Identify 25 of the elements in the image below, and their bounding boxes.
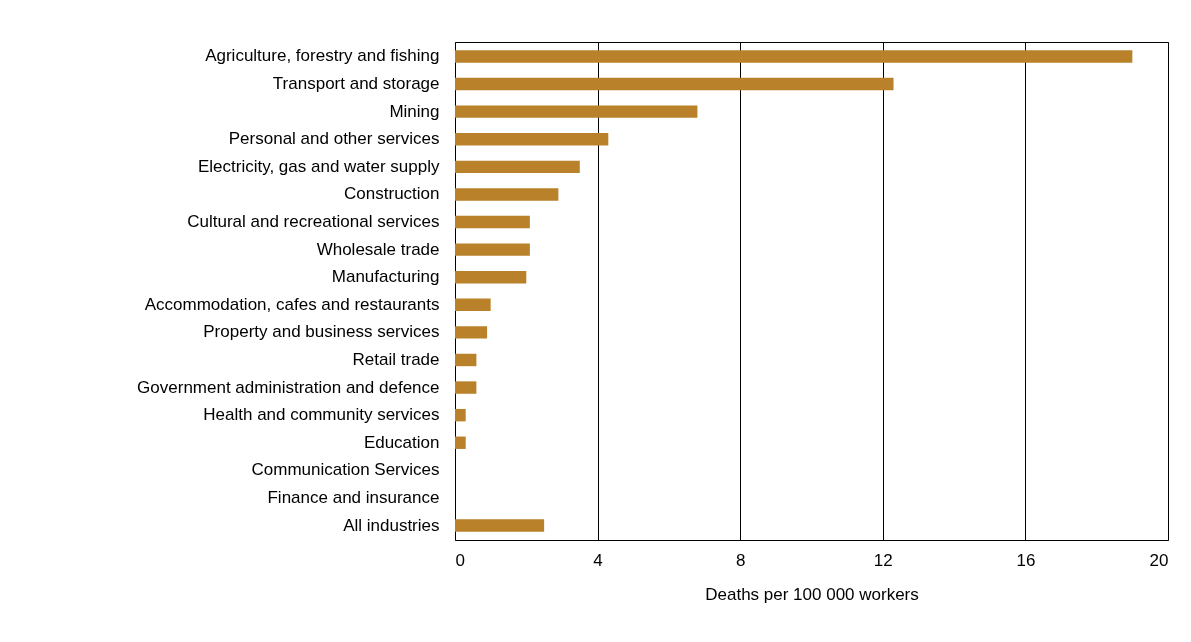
- y-tick-label: Communication Services: [251, 460, 440, 480]
- y-tick-label: Personal and other services: [228, 129, 440, 149]
- y-tick-label: Wholesale trade: [316, 239, 440, 259]
- y-tick-label: Cultural and recreational services: [187, 212, 440, 232]
- y-tick-label: Health and community services: [203, 405, 440, 425]
- y-tick-label: Construction: [344, 184, 440, 204]
- y-tick-label: Education: [363, 432, 440, 452]
- y-tick-label: Government administration and defence: [137, 377, 440, 397]
- y-tick-label: Property and business services: [203, 322, 440, 342]
- x-tick-label: 8: [735, 550, 746, 570]
- x-tick-label: 0: [455, 550, 465, 570]
- x-axis-title: Deaths per 100 000 workers: [705, 584, 919, 604]
- y-tick-label: Retail trade: [352, 349, 440, 369]
- x-tick-label: 16: [1016, 550, 1036, 570]
- y-tick-label: All industries: [343, 515, 440, 535]
- x-tick-label: 12: [873, 550, 893, 570]
- y-tick-label: Manufacturing: [331, 267, 440, 287]
- x-tick-label: 20: [1149, 550, 1169, 570]
- y-tick-label: Transport and storage: [272, 74, 440, 94]
- y-tick-label: Finance and insurance: [267, 487, 440, 507]
- y-tick-label: Accommodation, cafes and restaurants: [144, 294, 440, 314]
- x-tick-label: 4: [593, 550, 603, 570]
- y-tick-label: Mining: [389, 101, 440, 121]
- y-tick-label: Electricity, gas and water supply: [197, 156, 440, 176]
- y-tick-label: Agriculture, forestry and fishing: [205, 46, 440, 66]
